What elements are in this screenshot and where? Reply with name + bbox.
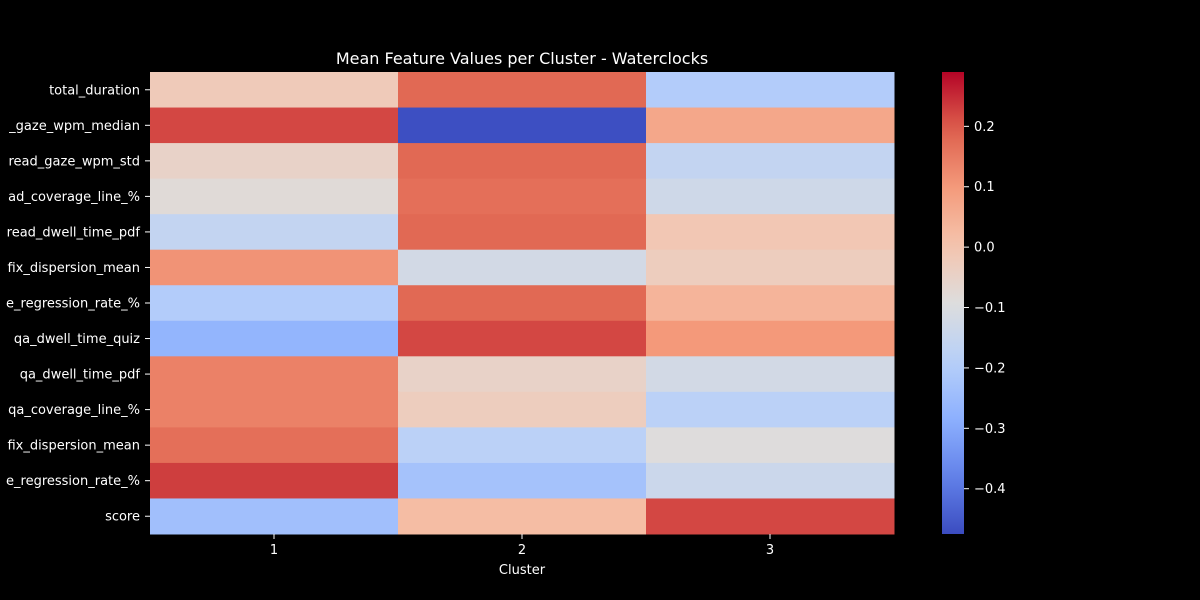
x-axis-ticks: 1 2 3 [270,534,774,558]
chart-title: Mean Feature Values per Cluster - Waterc… [336,49,708,68]
heatmap-cell [150,285,399,322]
y-tick-label: e_regression_rate_% [6,474,140,489]
heatmap-cell [150,391,399,428]
x-tick-label: 3 [766,543,774,558]
heatmap-cell [646,391,895,428]
y-tick-label: fix_dispersion_mean [7,439,140,454]
heatmap-cell [398,143,647,180]
colorbar-tick-label: −0.2 [974,361,1006,376]
heatmap-cell [646,285,895,322]
y-tick-label: qa_coverage_line_% [8,403,140,418]
heatmap-cells [150,72,895,535]
heatmap-cell [398,356,647,393]
y-tick-label: ad_coverage_line_% [8,190,140,205]
heatmap-cell [150,178,399,215]
heatmap-cell [398,72,647,109]
heatmap-cell [646,320,895,357]
y-tick-label: qa_dwell_time_quiz [14,332,140,347]
colorbar-tick-label: 0.2 [974,120,995,135]
y-tick-label: total_duration [49,83,140,98]
x-axis-label: Cluster [499,563,546,578]
heatmap-cell [646,462,895,499]
heatmap-cell [150,498,399,535]
heatmap-cell [398,285,647,322]
y-axis-ticks: total_duration _gaze_wpm_median read_gaze_… [6,83,150,525]
y-tick-label: qa_dwell_time_pdf [20,368,141,383]
heatmap-cell [646,107,895,144]
colorbar-tick-label: 0.1 [974,180,995,195]
colorbar-tick-label: −0.3 [974,422,1006,437]
heatmap-cell [398,498,647,535]
heatmap-cell [398,462,647,499]
heatmap-cell [150,107,399,144]
heatmap-cell [398,178,647,215]
heatmap-cell [398,107,647,144]
heatmap-cell [646,143,895,180]
heatmap-cell [398,391,647,428]
colorbar-tick-label: −0.4 [974,482,1006,497]
heatmap-cell [150,462,399,499]
heatmap-cell [150,249,399,286]
heatmap-cell [646,178,895,215]
heatmap-cell [150,72,399,109]
heatmap-cell [646,498,895,535]
heatmap-cell [646,72,895,109]
heatmap-cell [398,320,647,357]
heatmap-cell [646,356,895,393]
heatmap-cell [150,143,399,180]
colorbar-tick-label: −0.1 [974,301,1006,316]
y-tick-label: read_gaze_wpm_std [9,154,141,169]
heatmap-cell [150,320,399,357]
y-tick-label: score [105,510,140,525]
heatmap-cell [646,427,895,464]
y-tick-label: read_dwell_time_pdf [7,225,141,240]
heatmap-cell [398,214,647,251]
y-tick-label: _gaze_wpm_median [8,119,140,134]
colorbar-tick-label: 0.0 [974,241,995,256]
colorbar [942,72,964,534]
x-tick-label: 2 [518,543,526,558]
heatmap-cell [646,214,895,251]
heatmap-cell [150,356,399,393]
y-tick-label: e_regression_rate_% [6,297,140,312]
heatmap-cell [398,427,647,464]
heatmap-cell [150,427,399,464]
y-tick-label: fix_dispersion_mean [7,261,140,276]
heatmap-cell [150,214,399,251]
colorbar-ticks: 0.2 0.1 0.0 −0.1 −0.2 −0.3 −0.4 [964,120,1006,497]
heatmap-cell [646,249,895,286]
x-tick-label: 1 [270,543,278,558]
heatmap-cell [398,249,647,286]
